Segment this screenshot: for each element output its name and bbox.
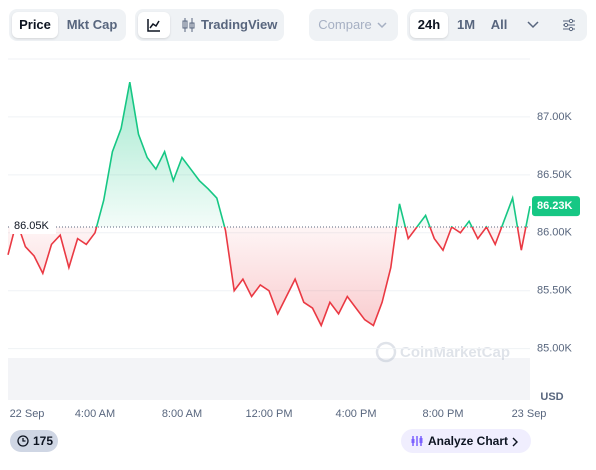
analyze-label: Analyze Chart (428, 434, 509, 448)
baseline-label-bg (10, 218, 56, 234)
last-price-label: 86.23K (537, 200, 573, 212)
analyze-button[interactable]: Analyze Chart (401, 429, 531, 453)
compare-button[interactable]: Compare (318, 17, 372, 32)
settings-icon[interactable] (562, 18, 576, 32)
badge-count: 175 (33, 434, 54, 448)
chevron[interactable] (527, 20, 539, 30)
chevron (377, 22, 387, 29)
x-tick-label: 8:00 PM (423, 408, 464, 420)
baseline-label: 86.05K (14, 220, 50, 232)
range-button[interactable]: 1M (456, 17, 476, 32)
x-tick-label: 12:00 PM (245, 408, 292, 420)
y-tick-label: 86.50K (537, 169, 573, 181)
x-tick-label: 23 Sep (512, 408, 547, 420)
x-tick-label: 22 Sep (10, 408, 45, 420)
analyze-icon (411, 436, 423, 446)
volume-area (8, 358, 530, 400)
tradingview-button[interactable]: TradingView (201, 17, 278, 32)
tab-group: Price Mkt Cap (9, 9, 126, 41)
line-icon (147, 19, 160, 32)
x-tick-label: 4:00 PM (336, 408, 377, 420)
y-tick-label: 85.00K (537, 343, 573, 355)
chart-type-group: TradingView (135, 9, 284, 41)
range-button[interactable]: All (490, 17, 508, 32)
line-down (7, 227, 527, 328)
watermark-text: CoinMarketCap (400, 344, 510, 361)
y-tick-label: 87.00K (537, 111, 573, 123)
area-up (8, 82, 530, 227)
candle-icon (182, 18, 195, 32)
line-button[interactable] (138, 12, 170, 38)
last-price-box (532, 196, 580, 217)
x-tick-label: 8:00 AM (162, 408, 202, 420)
range-button[interactable]: 24h (410, 12, 448, 38)
chevron (512, 437, 518, 447)
x-tick-label: 4:00 AM (75, 408, 115, 420)
compare-group: Compare (309, 9, 398, 41)
badge[interactable]: 175 (10, 430, 58, 452)
tab[interactable]: Price (12, 12, 58, 38)
clock-icon (17, 435, 29, 447)
range-group: 24h 1M All (407, 9, 587, 41)
y-unit: USD (540, 391, 563, 403)
area-down (8, 227, 530, 326)
y-tick-label: 85.50K (537, 285, 573, 297)
tab[interactable]: Mkt Cap (66, 17, 118, 32)
y-tick-label: 86.00K (537, 227, 573, 239)
